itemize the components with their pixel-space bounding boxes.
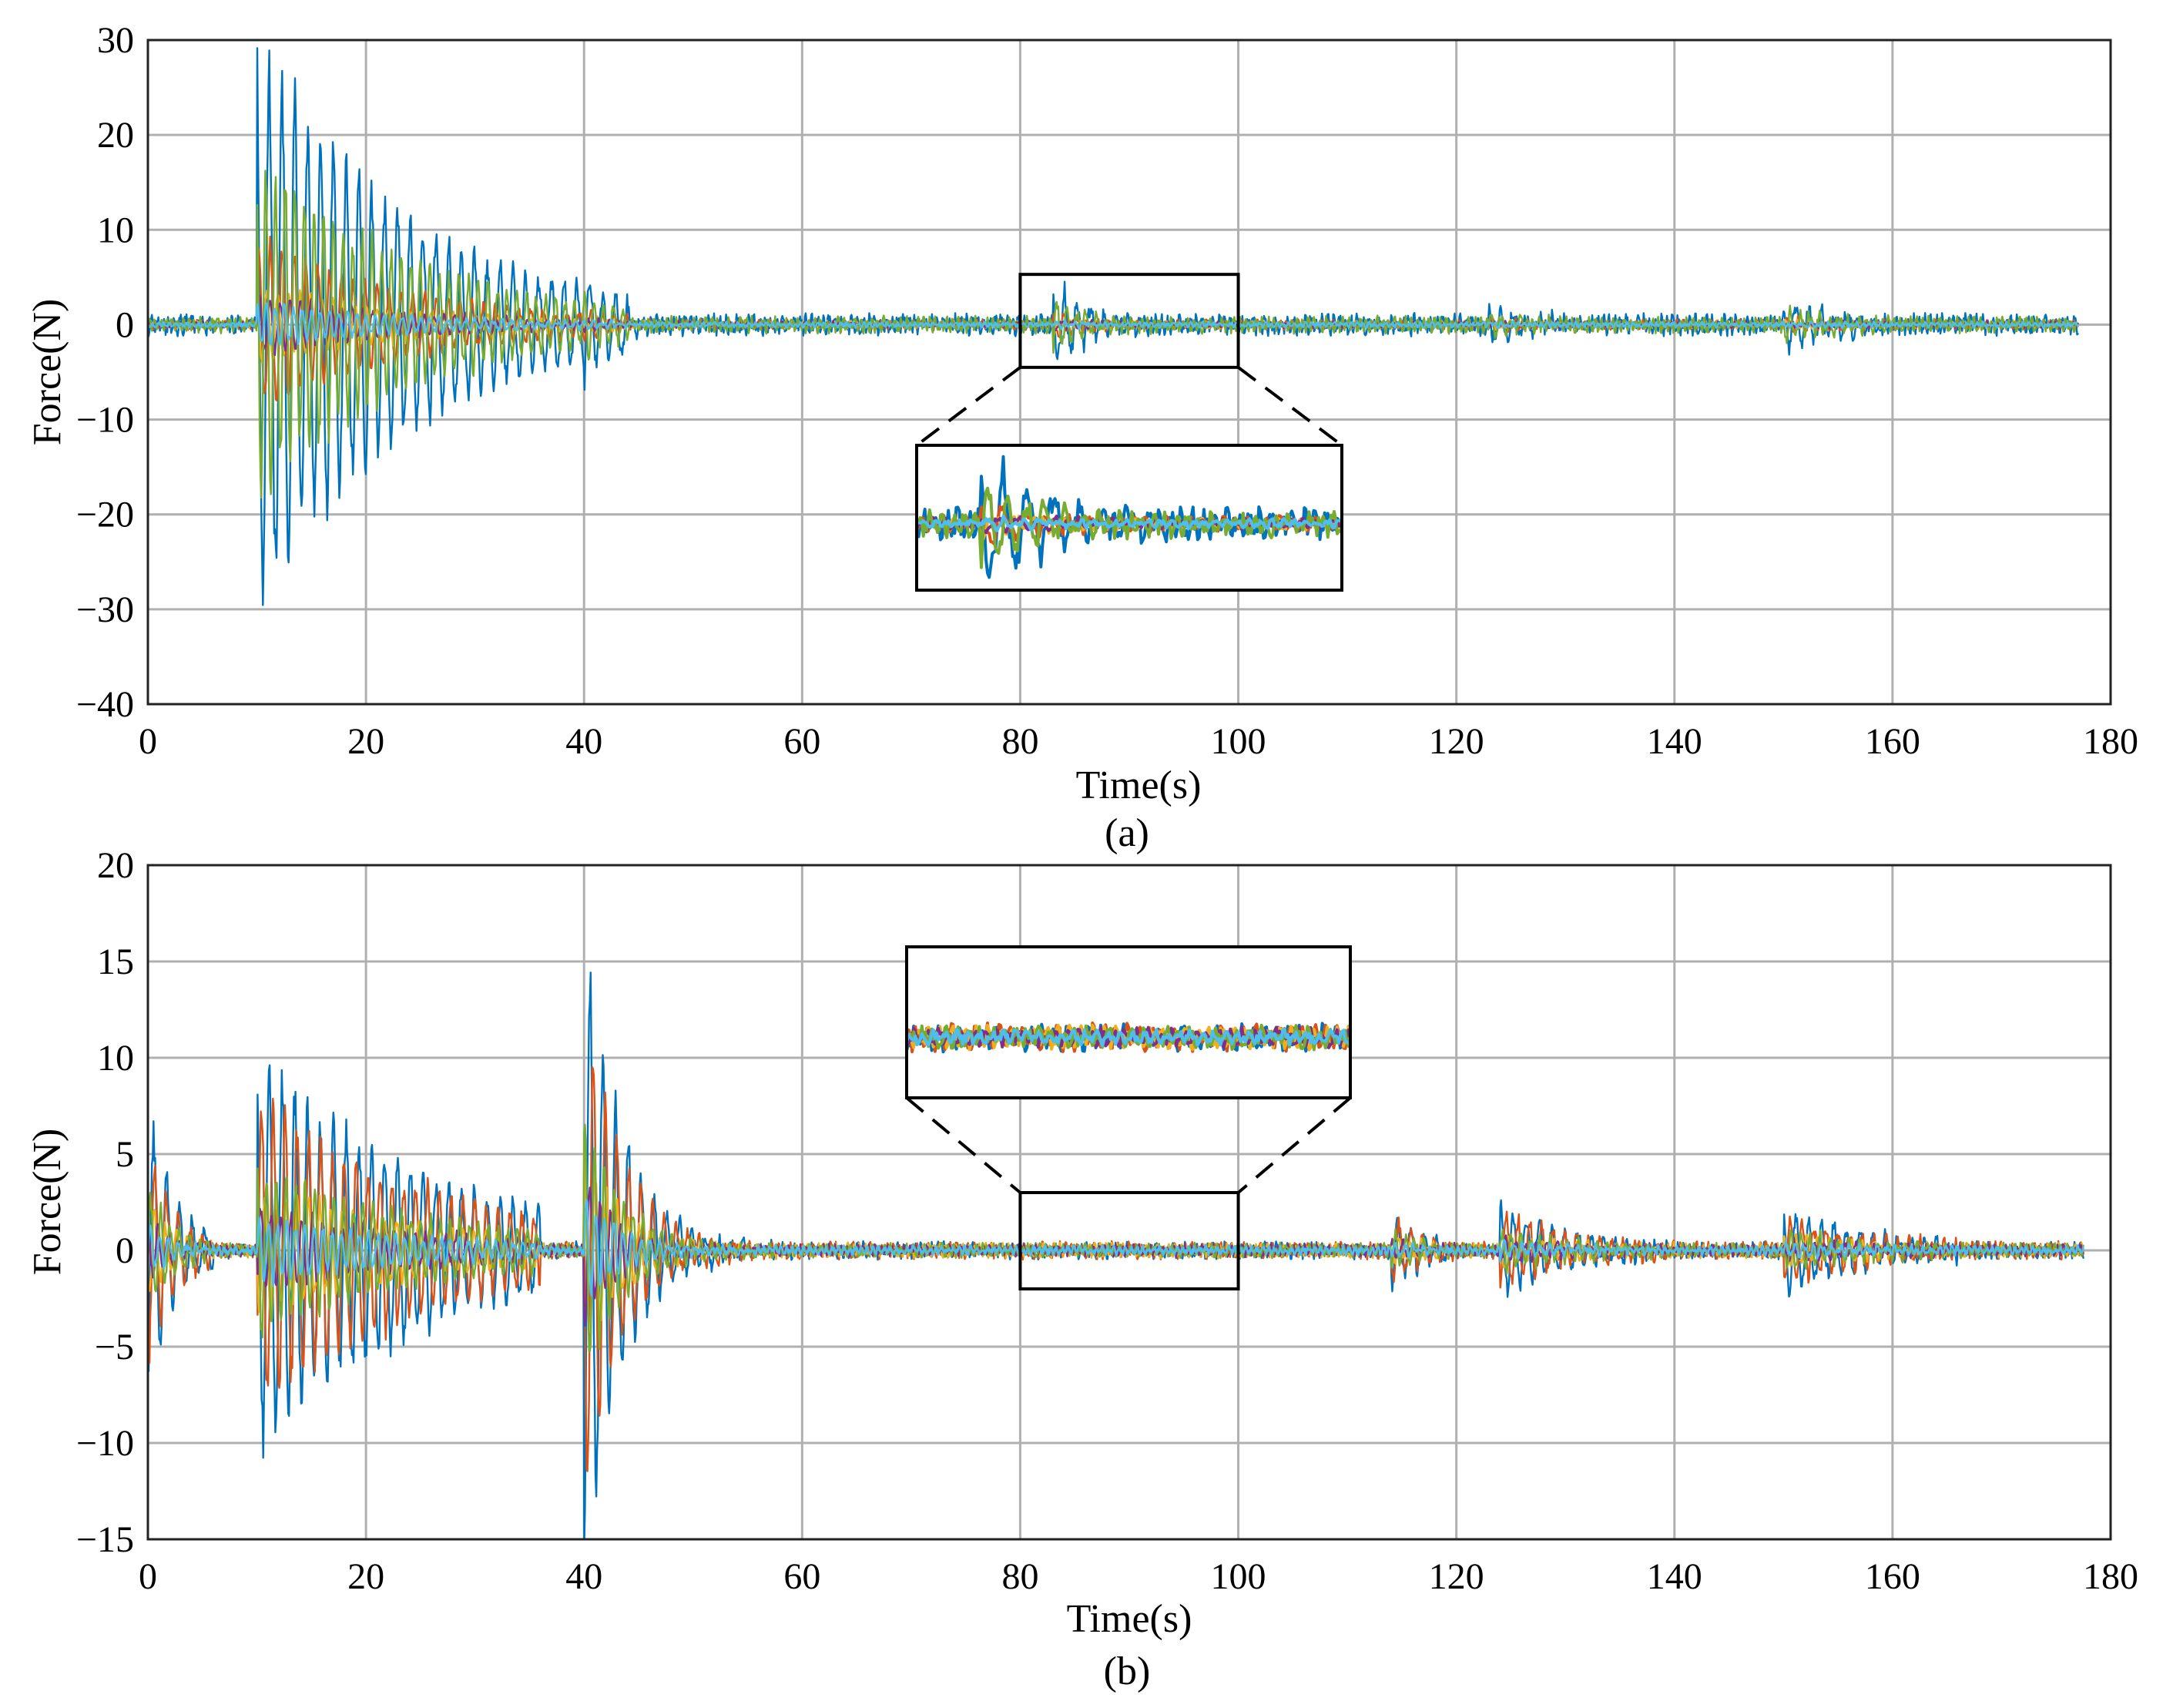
panel-a-xtick-label: 0: [139, 721, 157, 762]
panel-b-zoom-inset-box: [905, 945, 1352, 1099]
panel-b-tick-labels: 0 20 40 60 80 100 120 140 160 180 −15 −10 −5 0 5 10 15 20: [76, 845, 2138, 1597]
panel-b-ytick-label: 20: [97, 845, 134, 886]
panel-a-axes-frame: [146, 39, 2112, 706]
panel-a-xtick-label: 180: [2083, 721, 2138, 762]
panel-a-series-force-6: [148, 302, 2079, 346]
panel-b-xtick-label: 160: [1865, 1556, 1920, 1597]
panel-a-xtick-label: 160: [1865, 721, 1920, 762]
panel-b-xtick-label: 180: [2083, 1556, 2138, 1597]
panel-a-zoom-inset: [915, 273, 1343, 592]
panel-a-xtick-label: 120: [1429, 721, 1484, 762]
panel-a-ytick-label: 20: [97, 115, 134, 156]
panel-b-zoom-inset-series: [908, 1021, 1349, 1054]
panel-b-ytick-label: −5: [95, 1327, 134, 1367]
panel-b-ytick-label: 5: [116, 1134, 134, 1175]
panel-a-ytick-label: 30: [97, 20, 134, 61]
panel-b-series-force-6: [148, 1199, 2084, 1297]
panel-b-x-axis-title: Time(s): [1067, 1597, 1192, 1641]
panel-a-zoom-inset-series: [918, 455, 1340, 579]
panel-a-tick-labels: 0 20 40 60 80 100 120 140 160 180 −40 −30 −20 −10 0 10 2…: [76, 20, 2138, 762]
panel-b-y-axis-title: Force(N): [25, 1129, 69, 1276]
panel-b-xtick-label: 40: [565, 1556, 602, 1597]
panel-a-zoom-source-box: [1018, 273, 1240, 369]
panel-a: 0 20 40 60 80 100 120 140 160 180 −40 −30 −20 −10 0 10 2…: [25, 20, 2138, 855]
panel-b-xtick-label: 120: [1429, 1556, 1484, 1597]
panel-b-xtick-label: 0: [139, 1556, 157, 1597]
panel-a-zoom-connector-right: [1237, 366, 1343, 447]
panel-b-series: [148, 971, 2084, 1539]
panel-a-zoom-series-force-6: [918, 515, 1340, 532]
panel-b-ytick-label: −10: [76, 1423, 134, 1464]
panel-a-ytick-label: −20: [76, 495, 134, 535]
panel-a-xtick-label: 40: [565, 721, 602, 762]
panel-b-xtick-label: 80: [1001, 1556, 1038, 1597]
panel-b-zoom-series-force-6: [908, 1028, 1349, 1048]
panel-a-series: [148, 47, 2079, 606]
panel-b-zoom-inset: [905, 945, 1352, 1290]
panel-b-xtick-label: 20: [347, 1556, 384, 1597]
panel-b-axes-frame: [146, 864, 2112, 1541]
panel-b-zoom-source-box: [1018, 1191, 1240, 1290]
panel-b-ytick-label: 15: [97, 941, 134, 982]
panel-b-ytick-label: 10: [97, 1038, 134, 1079]
panel-a-series-force-5: [148, 169, 2079, 498]
panel-a-zoom-series-force-5: [918, 486, 1340, 569]
panel-a-caption: (a): [1105, 811, 1149, 855]
panel-a-zoom-series-force-1: [918, 455, 1340, 579]
panel-b-caption: (b): [1104, 1649, 1151, 1693]
panel-a-xtick-label: 60: [783, 721, 820, 762]
panel-a-y-axis-title: Force(N): [25, 299, 69, 446]
panel-a-x-axis-title: Time(s): [1076, 763, 1202, 807]
panel-a-xtick-label: 140: [1647, 721, 1702, 762]
panel-a-xtick-label: 80: [1001, 721, 1038, 762]
panel-b-ytick-label: −15: [76, 1519, 134, 1560]
panel-b-xtick-label: 100: [1211, 1556, 1266, 1597]
panel-b-xtick-label: 60: [783, 1556, 820, 1597]
panel-b-zoom-connector-left: [905, 1096, 1021, 1194]
panel-a-ytick-label: 0: [116, 304, 134, 345]
panel-a-ytick-label: −10: [76, 400, 134, 441]
panel-a-ytick-label: −40: [76, 684, 134, 725]
panel-a-xtick-label: 20: [347, 721, 384, 762]
panel-b-ytick-label: 0: [116, 1230, 134, 1271]
panel-a-zoom-connector-left: [915, 366, 1021, 447]
panel-a-xtick-label: 100: [1211, 721, 1266, 762]
panel-a-ytick-label: 10: [97, 210, 134, 250]
panel-b-zoom-connector-right: [1237, 1096, 1352, 1194]
panel-a-ytick-label: −30: [76, 589, 134, 630]
panel-b: 0 20 40 60 80 100 120 140 160 180 −15 −10 −5 0 5 10 15 20…: [25, 845, 2138, 1693]
panel-b-xtick-label: 140: [1647, 1556, 1702, 1597]
